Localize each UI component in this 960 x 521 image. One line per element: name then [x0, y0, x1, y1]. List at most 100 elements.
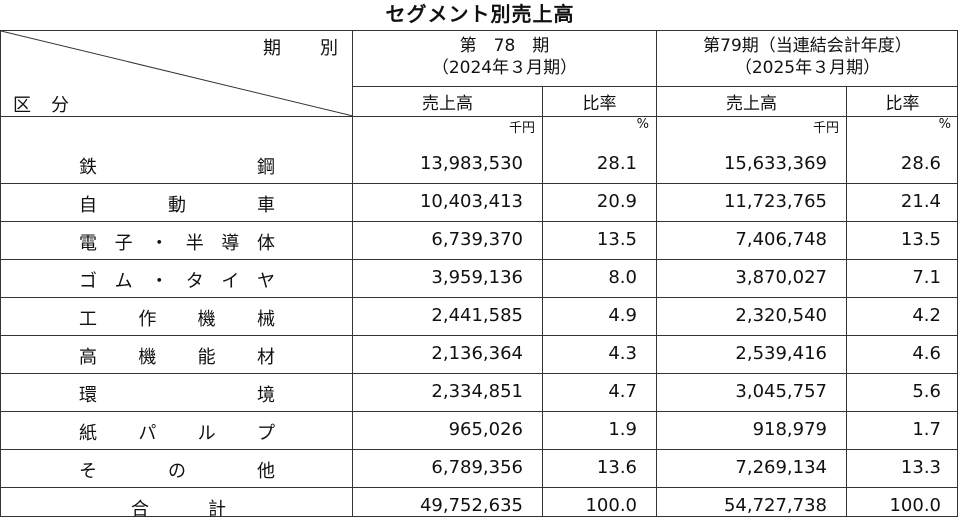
period-79-header: 第79期（当連結会計年度） （2025年３月期） [657, 35, 958, 79]
segment-label-char: タ [185, 271, 204, 292]
ratio-79-value: 5.6 [912, 381, 941, 402]
segment-label-char: 工 [79, 309, 97, 330]
unit-ratio-78: % [636, 117, 649, 132]
period-78-header: 第 78 期 （2024年３月期） [353, 35, 656, 79]
unit-sales-78: 千円 [508, 121, 535, 136]
sales-79-value: 11,723,765 [723, 191, 827, 212]
segment-label-char: 環 [79, 385, 97, 406]
ratio-header-78: 比率 [582, 94, 617, 114]
segment-label: 鉄鋼 [79, 153, 275, 179]
ratio-78-value: 4.9 [608, 305, 637, 326]
row-divider [1, 335, 958, 336]
segment-label-char: 能 [197, 347, 216, 368]
row-divider [1, 373, 958, 374]
segment-header-label: 区 分 [13, 95, 70, 116]
sales-79-value: 2,539,416 [735, 343, 827, 364]
segment-label-char: ・ [150, 233, 169, 254]
ratio-79-value: 28.6 [900, 153, 941, 174]
unit-ratio-79: % [938, 117, 951, 132]
ratio-79-value: 13.5 [900, 229, 941, 250]
segment-label-char: 鋼 [257, 157, 275, 178]
segment-label-char: パ [138, 423, 157, 444]
row-divider [1, 411, 958, 412]
segment-label: 環境 [79, 381, 275, 407]
segment-label: 自動車 [79, 191, 275, 217]
ratio-78-value: 20.9 [596, 191, 637, 212]
sales-header-78: 売上高 [422, 94, 473, 114]
row-divider [352, 86, 958, 87]
sales-79-value: 918,979 [752, 419, 827, 440]
segment-label-char: 合 [131, 499, 149, 520]
ratio-79-value: 4.6 [912, 343, 941, 364]
segment-label-char: 他 [257, 461, 275, 482]
ratio-78-value: 100.0 [585, 495, 637, 516]
sales-78-value: 2,136,364 [431, 343, 523, 364]
segment-label-char: 機 [138, 347, 157, 368]
ratio-78-value: 4.3 [608, 343, 637, 364]
ratio-79-value: 13.3 [900, 457, 941, 478]
row-divider [1, 183, 958, 184]
segment-sales-table: 期 別 区 分 第 78 期 （2024年３月期） 第79期（当連結会計年度） … [0, 30, 958, 520]
segment-label-char: の [168, 461, 186, 482]
sales-header-79: 売上高 [726, 94, 777, 114]
ratio-78-value: 4.7 [608, 381, 637, 402]
sales-78-value: 6,789,356 [431, 457, 523, 478]
period-header-label: 期 別 [263, 38, 339, 59]
segment-label-char: 作 [138, 309, 157, 330]
sales-79-value: 54,727,738 [723, 495, 827, 516]
ratio-78-value: 28.1 [596, 153, 637, 174]
period-79-title: 第79期（当連結会計年度） [703, 36, 912, 56]
segment-label-char: 高 [79, 347, 97, 368]
period-78-subtitle: （2024年３月期） [431, 58, 578, 78]
sales-78-value: 13,983,530 [419, 153, 523, 174]
sales-79-value: 7,269,134 [735, 457, 827, 478]
segment-label-char: 動 [168, 195, 186, 216]
column-divider [846, 86, 847, 516]
row-divider [1, 259, 958, 260]
segment-label: その他 [79, 457, 275, 483]
sales-78-value: 10,403,413 [419, 191, 523, 212]
row-divider [1, 449, 958, 450]
total-label: 合計 [131, 495, 226, 521]
document-title: セグメント別売上高 [385, 2, 575, 26]
sales-78-value: 965,026 [448, 419, 523, 440]
segment-label-char: 車 [257, 195, 275, 216]
segment-label-char: 境 [257, 385, 275, 406]
ratio-78-value: 13.6 [596, 457, 637, 478]
segment-label-char: ム [114, 271, 133, 292]
segment-label: 紙パルプ [79, 419, 275, 445]
segment-label-char: 体 [256, 233, 275, 254]
segment-label-char: 紙 [79, 423, 97, 444]
column-divider [542, 86, 543, 516]
ratio-78-value: 8.0 [608, 267, 637, 288]
ratio-78-value: 13.5 [596, 229, 637, 250]
segment-label-char: 機 [197, 309, 216, 330]
sales-78-value: 3,959,136 [431, 267, 523, 288]
sales-78-value: 2,334,851 [431, 381, 523, 402]
segment-label-char: 導 [221, 233, 240, 254]
segment-label-char: ル [197, 423, 216, 444]
ratio-79-value: 21.4 [900, 191, 941, 212]
segment-label-char: 計 [208, 499, 226, 520]
segment-label-char: 電 [79, 233, 97, 254]
row-divider [1, 116, 958, 117]
ratio-header-79: 比率 [885, 94, 920, 114]
sales-79-value: 3,870,027 [735, 267, 827, 288]
segment-label: 電子・半導体 [79, 229, 275, 255]
ratio-79-value: 4.2 [912, 305, 941, 326]
row-divider [1, 487, 958, 488]
ratio-79-value: 100.0 [889, 495, 941, 516]
sales-78-value: 6,739,370 [431, 229, 523, 250]
segment-label: 工作機械 [79, 305, 275, 331]
segment-label: 高機能材 [79, 343, 275, 369]
segment-label-char: 械 [256, 309, 275, 330]
ratio-79-value: 1.7 [912, 419, 941, 440]
segment-label-char: そ [79, 461, 97, 482]
header-diagonal-line [1, 31, 353, 116]
segment-label-char: 材 [256, 347, 275, 368]
segment-label-char: 半 [185, 233, 204, 254]
sales-79-value: 3,045,757 [735, 381, 827, 402]
segment-label-char: ・ [150, 271, 169, 292]
segment-label-char: ゴ [79, 271, 97, 292]
row-divider [1, 297, 958, 298]
